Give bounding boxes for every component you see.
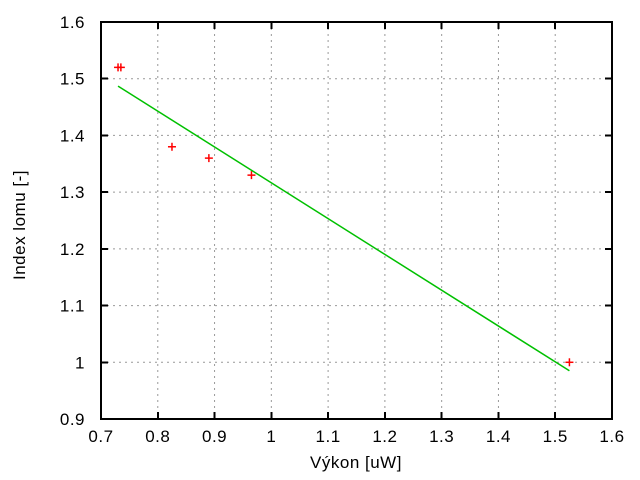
fit-line	[117, 85, 570, 372]
x-tick-label: 0.9	[202, 427, 227, 446]
x-tick-label: 1.5	[543, 427, 568, 446]
x-tick-label: 0.8	[145, 427, 170, 446]
series-layer	[114, 63, 574, 372]
x-tick-label: 1.3	[429, 427, 454, 446]
y-tick-label: 0.9	[60, 410, 85, 429]
y-tick-label: 1.1	[60, 297, 85, 316]
grid-layer	[101, 22, 612, 419]
data-point-marker	[167, 142, 176, 151]
y-tick-label: 1.3	[60, 183, 85, 202]
x-tick-label: 0.7	[88, 427, 113, 446]
y-tick-label: 1.2	[60, 240, 85, 259]
y-tick-label: 1.4	[60, 126, 85, 145]
x-axis-label: Výkon [uW]	[310, 453, 402, 472]
x-tick-label: 1.1	[316, 427, 341, 446]
x-tick-label: 1.2	[372, 427, 397, 446]
y-tick-label: 1	[75, 353, 85, 372]
data-point-marker	[565, 358, 574, 367]
y-tick-label: 1.5	[60, 70, 85, 89]
x-tick-label: 1.6	[599, 427, 624, 446]
tick-marks	[100, 21, 613, 420]
tick-labels: 0.7 0.8 0.9 1 1.1 1.2 1.3 1.4 1.5 1.6 0.9 1 1.1 1.2 1.…	[60, 13, 624, 446]
data-point-marker	[247, 171, 256, 180]
y-axis-label: Index lomu [-]	[10, 170, 29, 280]
plot-border-rect	[100, 21, 613, 420]
data-point-marker	[204, 154, 213, 163]
data-point-marker	[116, 63, 125, 72]
x-tick-label: 1.4	[486, 427, 511, 446]
plot-border	[100, 21, 613, 420]
y-tick-label: 1.6	[60, 13, 85, 32]
x-tick-label: 1	[266, 427, 276, 446]
